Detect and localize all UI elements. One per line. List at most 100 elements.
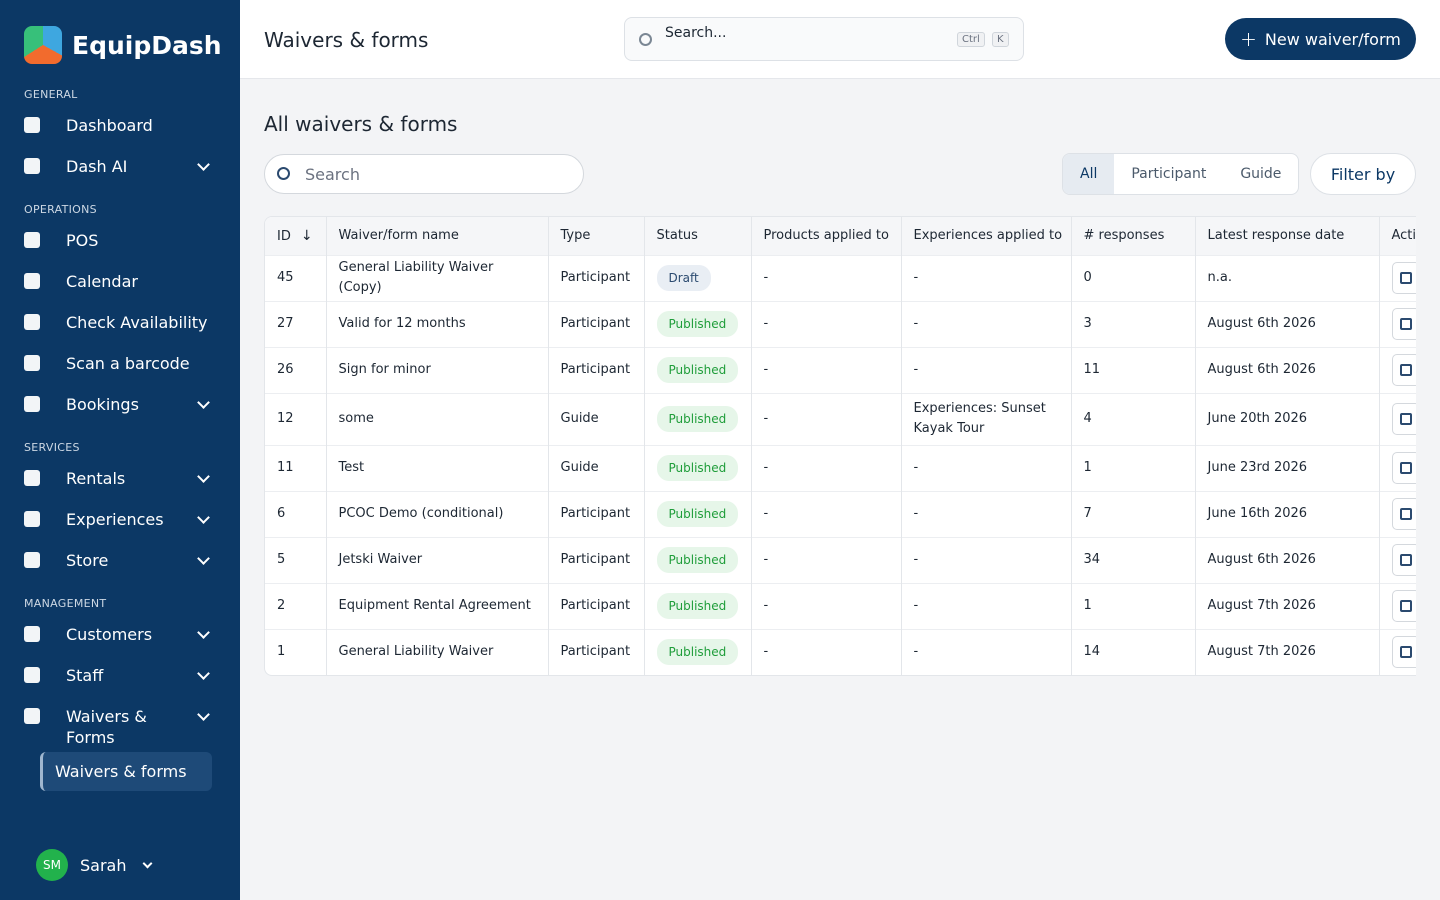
global-search[interactable]: Search... Ctrl K <box>624 17 1024 61</box>
nav-item[interactable]: Scan a barcode <box>0 345 240 386</box>
cell-text: August 6th 2026 <box>1207 552 1316 567</box>
cell-text: August 6th 2026 <box>1207 316 1316 331</box>
table-search[interactable]: Search <box>264 154 584 194</box>
table-cell: - <box>751 444 902 491</box>
table-cell: 11 <box>1071 346 1196 393</box>
status-badge: Published <box>656 406 739 432</box>
actions-cell <box>1379 582 1416 629</box>
table-cell: 1 <box>265 628 327 675</box>
column-header: Type <box>548 217 645 255</box>
edit-icon <box>1399 508 1412 520</box>
column-label: ID <box>277 228 291 244</box>
table: ID ↓ Waiver/form name Type Status Products ap… <box>265 217 1416 675</box>
nav-item[interactable]: Rentals <box>0 460 240 501</box>
actions-cell <box>1379 490 1416 537</box>
table-cell: Participant <box>548 628 645 675</box>
table-cell: Valid for 12 months <box>326 300 549 347</box>
nav-icon <box>24 667 40 683</box>
nav-item[interactable]: POS <box>0 222 240 263</box>
tab[interactable]: All <box>1063 154 1115 194</box>
column-label: Latest response date <box>1207 228 1345 244</box>
cell-text: PCOC Demo (conditional) <box>338 506 504 521</box>
edit-button[interactable] <box>1391 498 1416 530</box>
status-badge: Published <box>656 357 739 383</box>
table-cell: Experiences: Sunset Kayak Tour <box>901 392 1072 445</box>
table-cell: August 6th 2026 <box>1195 536 1380 583</box>
table-cell: 1 <box>1071 444 1196 491</box>
header-row: ID ↓ Waiver/form name Type Status Products ap… <box>265 217 1416 255</box>
table-cell: Participant <box>548 346 645 393</box>
cell-text: General Liability Waiver <box>338 644 494 660</box>
cell-text: Participant <box>560 598 631 613</box>
edit-button[interactable] <box>1391 308 1416 340</box>
nav-item[interactable]: Bookings <box>0 386 240 427</box>
edit-button[interactable] <box>1391 452 1416 484</box>
cell-text: Sign for minor <box>338 362 431 377</box>
table-cell: Sign for minor <box>326 346 549 393</box>
column-label: Actions <box>1391 228 1417 244</box>
table-cell: General Liability Waiver <box>326 628 549 675</box>
tab[interactable]: Guide <box>1240 166 1282 182</box>
nav-label: Scan a barcode <box>66 354 190 373</box>
table-cell: Published <box>644 300 752 347</box>
cell-text: - <box>913 644 919 660</box>
avatar: SM <box>36 849 68 881</box>
actions-cell <box>1379 536 1416 583</box>
cell-text: Jetski Waiver <box>338 552 423 567</box>
nav-item[interactable]: Dashboard <box>0 107 240 148</box>
nav-icon <box>24 158 40 174</box>
brand[interactable]: EquipDash <box>24 26 222 64</box>
table-row: 6 PCOC Demo (conditional) Participant Publi… <box>265 490 1416 537</box>
column-header: Actions <box>1379 217 1416 255</box>
nav-item[interactable]: Staff <box>0 657 240 698</box>
cell-text: 1 <box>1083 460 1092 475</box>
sort-icon: ↓ <box>300 227 313 244</box>
nav-item[interactable]: Calendar <box>0 263 240 304</box>
column-header: Products applied to <box>751 217 902 255</box>
edit-button[interactable] <box>1391 590 1416 622</box>
table-cell: June 23rd 2026 <box>1195 444 1380 491</box>
nav-label: Customers <box>66 625 153 644</box>
nav-item[interactable]: Customers <box>0 616 240 657</box>
nav-item[interactable]: Store <box>0 542 240 583</box>
nav-item[interactable]: Check Availability <box>0 304 240 345</box>
search-placeholder: Search... <box>665 25 727 41</box>
nav-item[interactable]: Dash AI <box>0 148 240 189</box>
edit-button[interactable] <box>1391 262 1416 294</box>
table-cell: 2 <box>265 582 327 629</box>
table-cell: 45 <box>265 254 327 301</box>
nav-item[interactable]: Experiences <box>0 501 240 542</box>
section-heading: All waivers & forms <box>264 112 458 136</box>
table-cell: August 6th 2026 <box>1195 300 1380 347</box>
nav-icon <box>24 117 40 133</box>
filter-button[interactable]: Filter by <box>1310 153 1416 195</box>
status-badge: Published <box>656 593 739 619</box>
actions-cell <box>1379 628 1416 675</box>
user-menu[interactable]: SM Sarah <box>0 830 240 900</box>
chevron <box>197 552 210 565</box>
edit-button[interactable] <box>1391 544 1416 576</box>
cell-text: - <box>763 270 769 285</box>
table-cell: Published <box>644 444 752 491</box>
nav-item[interactable]: Waivers & Forms <box>0 698 240 748</box>
table-cell: Draft <box>644 254 752 301</box>
chevron <box>197 158 210 171</box>
status-badge: Published <box>656 311 739 337</box>
table-cell: Participant <box>548 490 645 537</box>
section-title: SERVICES <box>24 441 80 454</box>
table-cell: - <box>751 392 902 445</box>
edit-button[interactable] <box>1391 354 1416 386</box>
table-cell: - <box>751 628 902 675</box>
column-header: # responses <box>1071 217 1196 255</box>
column-label: Waiver/form name <box>338 228 459 244</box>
table-cell: 7 <box>1071 490 1196 537</box>
edit-button[interactable] <box>1391 403 1416 435</box>
table-cell: August 6th 2026 <box>1195 346 1380 393</box>
nav-subitem[interactable]: Waivers & forms <box>40 752 212 791</box>
column-header[interactable]: ID ↓ <box>265 217 327 255</box>
edit-button[interactable] <box>1391 636 1416 669</box>
new-button[interactable]: + New waiver/form <box>1225 18 1416 60</box>
cell-text: - <box>763 362 769 377</box>
tab[interactable]: Participant <box>1131 166 1207 182</box>
table-cell: - <box>751 346 902 393</box>
